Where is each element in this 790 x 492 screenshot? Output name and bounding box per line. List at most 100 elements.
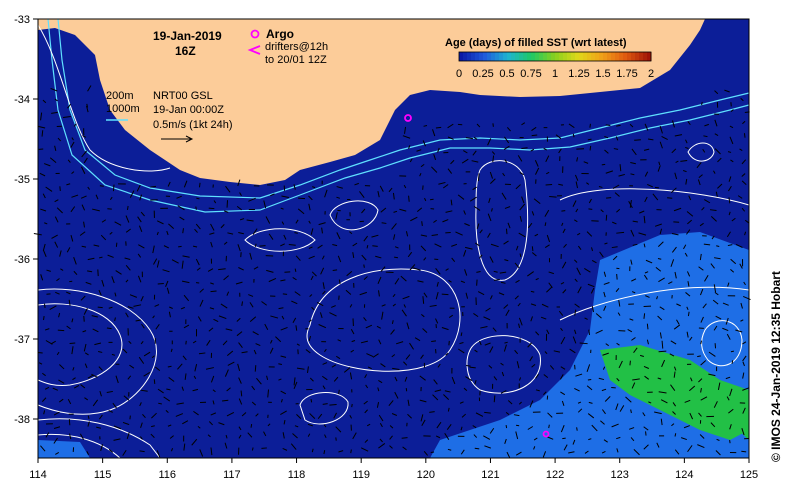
current-vector	[137, 253, 142, 258]
current-vector	[283, 234, 287, 240]
current-vector	[579, 342, 588, 345]
current-vector	[83, 221, 85, 228]
current-vector	[658, 350, 667, 353]
current-vector	[457, 348, 465, 354]
current-vector	[560, 281, 565, 285]
current-vector	[542, 451, 547, 458]
colorbar-cell	[571, 52, 576, 61]
current-vector	[451, 243, 458, 247]
current-vector	[394, 376, 398, 382]
current-vector	[483, 435, 491, 440]
current-vector	[333, 412, 337, 419]
current-vector	[392, 293, 396, 298]
y-tick-label: -34	[14, 94, 30, 106]
current-vector	[533, 446, 536, 450]
current-vector	[436, 281, 439, 287]
current-vector	[713, 284, 717, 293]
current-vector	[281, 221, 285, 225]
current-vector	[500, 362, 504, 366]
current-vector	[715, 450, 721, 456]
current-vector	[210, 223, 215, 231]
current-vector	[52, 387, 59, 391]
map-time: 16Z	[175, 44, 196, 58]
current-vector	[167, 181, 171, 187]
colorbar-cell	[543, 52, 548, 61]
current-vector	[270, 315, 279, 319]
current-vector	[280, 279, 286, 282]
depth-label-1000m: 1000m	[106, 103, 140, 115]
current-vector	[587, 283, 595, 288]
current-vector	[708, 351, 716, 357]
current-vector	[81, 150, 88, 158]
current-vector	[294, 232, 298, 234]
current-vector	[138, 356, 145, 364]
current-vector	[728, 408, 734, 414]
current-vector	[659, 141, 663, 149]
current-vector	[168, 311, 171, 318]
current-vector	[689, 412, 694, 420]
current-vector	[281, 195, 290, 198]
colorbar-border	[458, 51, 652, 62]
current-vector	[101, 219, 107, 223]
current-vector	[208, 207, 215, 210]
current-vector	[741, 180, 747, 186]
current-vector	[455, 231, 463, 236]
current-vector	[534, 233, 539, 237]
current-vector	[322, 385, 326, 390]
current-vector	[643, 365, 650, 369]
current-vector	[531, 246, 534, 252]
current-vector	[246, 219, 254, 222]
current-vector	[380, 363, 386, 368]
current-vector	[351, 403, 353, 408]
current-vector	[335, 426, 342, 433]
current-vector	[515, 245, 519, 251]
current-vector	[332, 269, 338, 272]
current-vector	[94, 342, 102, 346]
current-vector	[407, 399, 410, 406]
current-vector	[504, 259, 509, 262]
current-vector	[465, 137, 474, 140]
current-vector	[226, 411, 235, 417]
current-vector	[491, 151, 496, 155]
current-vector	[73, 385, 80, 389]
colorbar-cell	[635, 52, 640, 61]
current-vector	[546, 329, 550, 335]
colorbar-cell	[607, 52, 612, 61]
current-vector	[435, 292, 439, 300]
current-vector	[577, 245, 582, 251]
current-vector	[338, 389, 340, 395]
current-vector	[112, 184, 115, 192]
current-vector	[377, 276, 382, 285]
current-vector	[546, 171, 550, 175]
current-vector	[125, 312, 129, 318]
current-vector	[730, 159, 734, 163]
current-vector	[714, 90, 719, 95]
current-vector	[177, 363, 183, 370]
current-vector	[253, 266, 259, 270]
current-vector	[236, 331, 243, 337]
current-vector	[474, 242, 480, 247]
current-vector	[84, 397, 89, 401]
current-vector	[535, 389, 540, 392]
current-vector	[424, 197, 427, 202]
current-vector	[270, 339, 273, 344]
current-vector	[561, 261, 567, 269]
current-vector	[210, 412, 217, 416]
contour-loop	[299, 392, 349, 425]
current-vector	[113, 438, 121, 441]
current-vector	[503, 240, 509, 245]
current-vector	[504, 341, 508, 344]
current-vector	[309, 294, 313, 297]
current-vector	[742, 387, 750, 391]
current-vector	[308, 335, 311, 342]
current-vector	[713, 401, 718, 408]
current-vector	[394, 246, 399, 249]
current-vector	[87, 186, 91, 190]
colorbar-tick-label: 1.25	[568, 68, 589, 80]
current-vector	[166, 287, 170, 294]
current-vector	[699, 434, 705, 439]
current-vector	[451, 376, 456, 385]
current-vector	[683, 425, 690, 429]
colorbar-cell	[515, 52, 520, 61]
current-vector	[109, 196, 113, 201]
